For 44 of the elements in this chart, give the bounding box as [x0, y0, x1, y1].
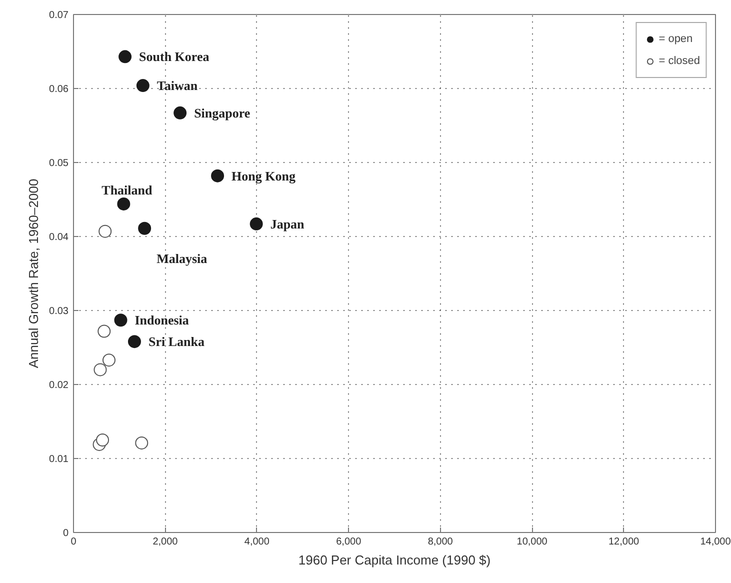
- point: [118, 50, 132, 64]
- y-tick-label: 0.03: [49, 306, 69, 317]
- annotation: South Korea: [139, 49, 210, 64]
- annotation: Thailand: [102, 182, 154, 198]
- x-tick-label: 4,000: [244, 536, 270, 548]
- point: [250, 217, 263, 230]
- point: [98, 324, 111, 338]
- legend-label: = open: [658, 33, 693, 45]
- x-tick-label: 12,000: [608, 536, 640, 548]
- x-tick-label: 10,000: [516, 536, 548, 548]
- point: [102, 354, 116, 367]
- y-tick-label: 0.05: [49, 158, 69, 169]
- y-tick-label: 0.04: [49, 232, 69, 243]
- point: [135, 436, 148, 450]
- point: [114, 314, 128, 327]
- y-tick-label: 0.01: [49, 454, 69, 465]
- y-tick-label: 0.07: [49, 10, 69, 21]
- annotation: Indonesia: [134, 312, 190, 328]
- annotation: Malaysia: [156, 250, 208, 266]
- point: [138, 222, 152, 235]
- point: [98, 224, 112, 238]
- point: [117, 197, 130, 210]
- annotation: Taiwan: [156, 78, 198, 94]
- point: [94, 363, 107, 376]
- point: [96, 434, 110, 446]
- legend-label: = closed: [658, 55, 700, 67]
- x-tick-label: 6,000: [336, 536, 362, 548]
- point: [174, 106, 187, 120]
- annotation: Japan: [270, 216, 306, 232]
- y-tick-label: 0.02: [49, 380, 69, 391]
- x-tick-label: 0: [70, 536, 77, 548]
- x-axis-title: 1960 Per Capita Income (1990 $): [298, 552, 491, 568]
- x-tick-label: 8,000: [428, 536, 454, 548]
- y-tick-label: 0: [62, 528, 69, 539]
- annotation: Singapore: [194, 105, 250, 120]
- annotation: Sri Lanka: [148, 334, 205, 350]
- point: [136, 79, 150, 92]
- y-axis-title: Annual Growth Rate, 1960–2000: [26, 178, 42, 368]
- x-tick-label: 14,000: [700, 536, 731, 548]
- point: [211, 169, 224, 182]
- y-tick-label: 0.06: [49, 84, 69, 95]
- x-tick-label: 2,000: [152, 536, 178, 548]
- point: [128, 335, 141, 348]
- annotation: Hong Kong: [232, 168, 296, 184]
